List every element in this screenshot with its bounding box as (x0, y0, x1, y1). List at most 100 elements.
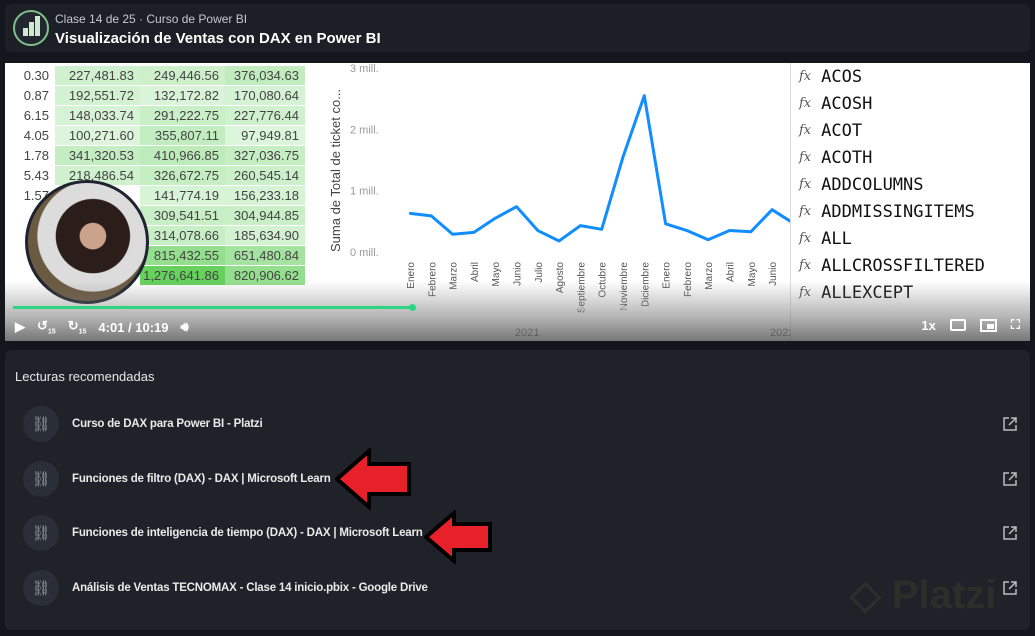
table-cell: 5.43 (23, 167, 49, 183)
table-row: 314,078.66 185,634.90 (5, 225, 310, 245)
captions-icon[interactable] (949, 319, 966, 331)
function-name: ACOTH (821, 147, 873, 168)
progress-bar[interactable] (13, 304, 1025, 311)
reading-link[interactable]: ⛓ Curso de DAX para Power BI - Platzi (23, 405, 1018, 443)
reading-title[interactable]: Funciones de filtro (DAX) - DAX | Micros… (72, 472, 331, 485)
table-cell: 227,481.83 (55, 65, 140, 85)
rewind-15-icon[interactable]: ↺15 (37, 318, 56, 336)
data-point (770, 208, 774, 211)
data-point (749, 230, 752, 233)
speed-button[interactable]: 1x (921, 317, 936, 333)
fx-icon: fx (799, 258, 812, 273)
progress-fill (13, 306, 412, 309)
link-icon: ⛓ (23, 515, 59, 551)
table-cell: 100,271.60 (55, 125, 140, 145)
table-row: 815,432.55 651,480.84 (5, 245, 310, 265)
data-point (643, 94, 646, 97)
table-cell: 651,480.84 (225, 245, 305, 265)
data-point (494, 217, 497, 220)
function-name: ALLCROSSFILTERED (821, 255, 985, 276)
reading-title[interactable]: Análisis de Ventas TECNOMAX - Clase 14 i… (72, 581, 428, 594)
volume-icon[interactable]: 🔊︎ (180, 319, 189, 334)
progress-handle[interactable] (408, 304, 416, 311)
table-cell: 4.05 (23, 127, 49, 143)
fx-icon: fx (799, 231, 812, 246)
external-link-icon[interactable] (1002, 471, 1018, 487)
x-tick-label: Enero (662, 262, 673, 289)
series-line (409, 94, 795, 243)
y-tick-label: 3 mill. (350, 63, 379, 75)
table-cell: 309,541.51 (140, 205, 225, 225)
data-point (600, 228, 603, 231)
class-subtitle: Clase 14 de 25 · Curso de Power BI (55, 12, 248, 26)
table-row: 5.43 218,486.54 326,672.75 260,545.14 (5, 165, 310, 185)
table-cell: 218,486.54 (55, 165, 140, 185)
x-tick-label: Junio (768, 262, 779, 286)
link-icon: ⛓ (23, 460, 59, 497)
x-tick-label: Abril (470, 262, 481, 282)
function-item[interactable]: fx ADDMISSINGITEMS (791, 198, 1030, 225)
table-row: 1,276,641.86 820,906.62 (5, 265, 310, 285)
table-row: 6.15 148,033.74 291,222.75 227,776.44 (5, 105, 310, 125)
function-name: ACOSH (821, 93, 873, 114)
y-axis-label: Suma de Total de ticket co... (328, 89, 343, 252)
data-point (536, 229, 539, 232)
link-icon: ⛓ (23, 569, 59, 606)
external-link-icon[interactable] (1002, 580, 1018, 596)
table-cell: 6.15 (23, 107, 49, 123)
table-cell: 156,233.18 (225, 185, 305, 205)
external-link-icon[interactable] (1002, 416, 1018, 432)
x-tick-label: Junio (513, 262, 524, 286)
reading-title[interactable]: Funciones de inteligencia de tiempo (DAX… (72, 527, 423, 539)
table-cell: 327,036.75 (225, 145, 305, 165)
reading-link[interactable]: ⛓ Funciones de inteligencia de tiempo (DA… (23, 514, 1018, 552)
table-cell: 141,774.19 (140, 185, 225, 205)
pip-icon[interactable] (979, 318, 997, 332)
function-name: ALL (821, 228, 852, 249)
table-cell: 326,672.75 (140, 165, 225, 185)
data-point (664, 222, 667, 226)
function-item[interactable]: fx ADDCOLUMNS (791, 171, 1030, 198)
function-name: ADDCOLUMNS (821, 174, 924, 195)
fullscreen-icon[interactable]: ⛶ (1010, 317, 1020, 332)
recommended-readings: Lecturas recomendadas ⛓ Curso de DAX para… (5, 350, 1030, 630)
course-progress-icon[interactable] (13, 10, 49, 46)
data-point (579, 224, 582, 227)
function-item[interactable]: fx ACOTH (791, 144, 1030, 171)
table-row: 0.30 227,481.83 249,446.56 376,034.63 (5, 65, 310, 85)
x-tick-label: Febrero (427, 262, 438, 297)
x-tick-label: Mayo (747, 262, 758, 287)
table-cell: 227,776.44 (225, 105, 305, 125)
data-point (430, 214, 433, 218)
function-item[interactable]: fx ACOSH (791, 90, 1030, 117)
fx-icon: fx (799, 123, 812, 138)
play-icon[interactable]: ▶ (15, 319, 25, 334)
function-name: ACOT (821, 120, 863, 141)
function-item[interactable]: fx ALLCROSSFILTERED (791, 252, 1030, 279)
table-cell: 0.30 (23, 67, 49, 83)
function-item[interactable]: fx ACOT (791, 117, 1030, 144)
y-tick-label: 1 mill. (350, 186, 379, 198)
x-tick-label: Marzo (704, 262, 715, 290)
video-player[interactable]: 0.30 227,481.83 249,446.56 376,034.63 0.87 19… (5, 63, 1030, 341)
reading-link[interactable]: ⛓ Análisis de Ventas TECNOMAX - Clase 14 … (23, 569, 1018, 607)
external-link-icon[interactable] (1002, 525, 1018, 541)
function-item[interactable]: fx ACOS (791, 63, 1030, 90)
data-point (472, 231, 476, 234)
data-point (557, 239, 561, 243)
table-cell: 314,078.66 (140, 225, 225, 245)
reading-title[interactable]: Curso de DAX para Power BI - Platzi (72, 418, 263, 430)
fx-icon: fx (799, 177, 812, 192)
table-cell: 0.87 (23, 87, 49, 103)
table-row: 4.05 100,271.60 355,807.11 97,949.81 (5, 125, 310, 145)
reading-link[interactable]: ⛓ Funciones de filtro (DAX) - DAX | Micro… (23, 460, 1018, 498)
table-cell: 249,446.56 (140, 65, 225, 85)
y-tick-label: 0 mill. (350, 247, 379, 259)
y-tick-label: 2 mill. (350, 124, 379, 136)
forward-15-icon[interactable]: ↻15 (67, 318, 87, 336)
function-item[interactable]: fx ALL (791, 225, 1030, 252)
x-tick-label: Octubre (598, 262, 609, 298)
table-row: 309,541.51 304,944.85 (5, 205, 310, 225)
table-cell: 132,172.82 (140, 85, 225, 105)
video-controls (5, 281, 1030, 341)
